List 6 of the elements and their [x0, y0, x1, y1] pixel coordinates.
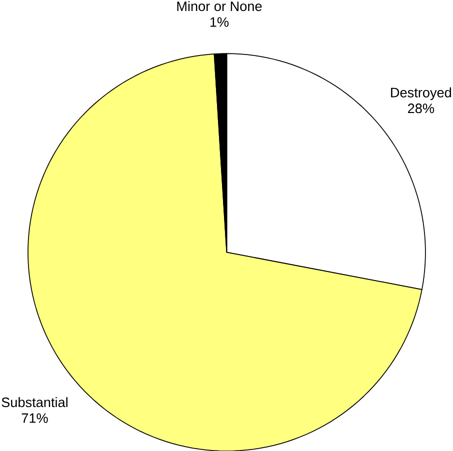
data-label: 1%: [210, 17, 229, 27]
data-label: 71%: [22, 413, 48, 423]
slice-label: Minor or None: [177, 0, 262, 11]
slice-label: Substantial: [2, 396, 68, 407]
data-label: 28%: [408, 103, 434, 113]
slice-label: Destroyed: [391, 87, 452, 100]
